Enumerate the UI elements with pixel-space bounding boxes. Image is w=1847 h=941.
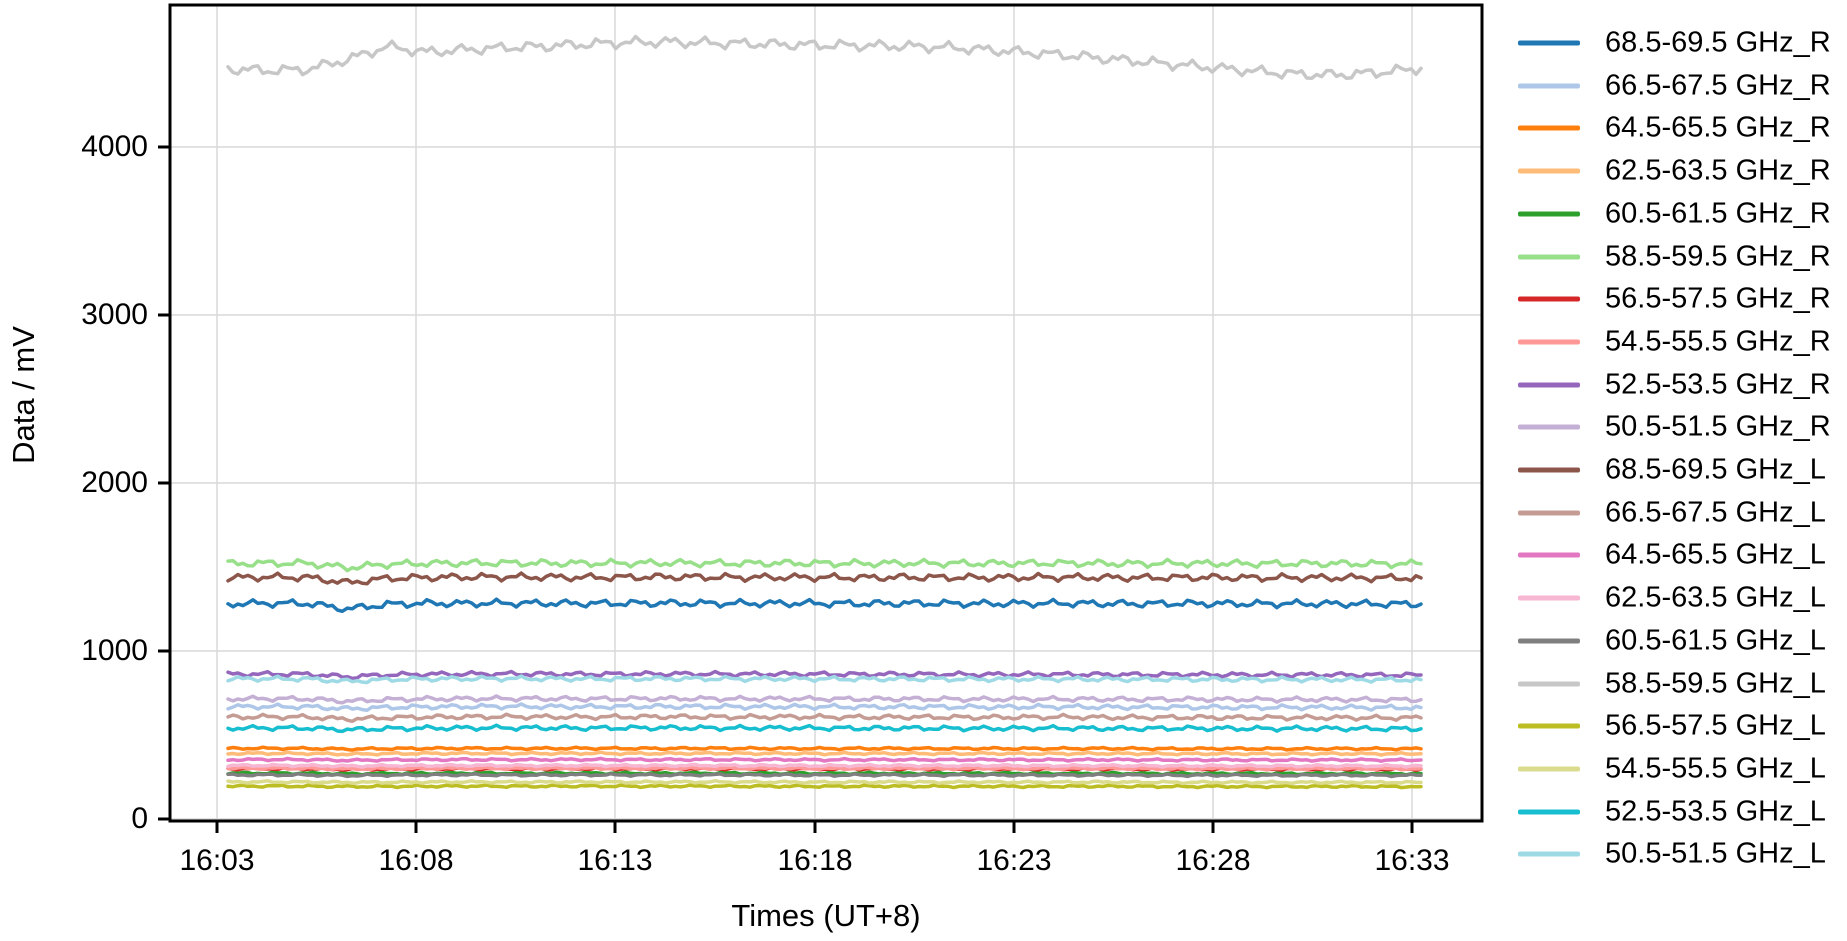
legend-line-swatch [1518,296,1580,302]
legend-item: 64.5-65.5 GHz_R [1518,112,1831,145]
legend-label: 60.5-61.5 GHz_R [1605,197,1831,230]
legend-item: 52.5-53.5 GHz_R [1518,368,1831,401]
series-line-64.5-65.5 GHz_R [226,745,1423,752]
legend-label: 50.5-51.5 GHz_R [1605,410,1831,443]
legend-item: 50.5-51.5 GHz_L [1518,838,1826,871]
legend-label: 54.5-55.5 GHz_R [1605,325,1831,358]
legend-item: 68.5-69.5 GHz_L [1518,454,1826,487]
legend-label: 58.5-59.5 GHz_R [1605,240,1831,272]
legend-line-swatch [1518,125,1580,131]
legend-item: 56.5-57.5 GHz_L [1518,710,1826,743]
series-line-62.5-63.5 GHz_L [226,762,1423,769]
legend-label: 56.5-57.5 GHz_R [1605,282,1831,315]
x-tick-label: 16:13 [577,844,653,877]
legend-label: 66.5-67.5 GHz_L [1605,496,1826,529]
legend-item: 60.5-61.5 GHz_R [1518,197,1831,230]
legend-label: 62.5-63.5 GHz_L [1605,581,1826,614]
legend-label: 66.5-67.5 GHz_R [1605,69,1831,102]
legend-label: 62.5-63.5 GHz_R [1605,154,1831,187]
series-line-66.5-67.5 GHz_L [226,712,1423,724]
legend-line-swatch [1518,552,1580,558]
legend-line-swatch [1518,510,1580,516]
legend-label: 68.5-69.5 GHz_R [1605,26,1831,59]
y-tick-label: 3000 [81,298,148,331]
x-tick-label: 16:23 [976,844,1052,877]
legend: 68.5-69.5 GHz_R 66.5-67.5 GHz_R 64.5-65.5 … [1518,0,1847,941]
series-line-50.5-51.5 GHz_L [226,674,1423,685]
x-tick-label: 16:03 [179,844,255,877]
y-tick-label: 1000 [81,634,148,667]
legend-item: 60.5-61.5 GHz_L [1518,624,1826,657]
x-tick-label: 16:28 [1175,844,1251,877]
legend-item: 56.5-57.5 GHz_R [1518,283,1831,316]
legend-line-swatch [1518,851,1580,857]
legend-item: 62.5-63.5 GHz_L [1518,582,1826,615]
legend-item: 54.5-55.5 GHz_R [1518,325,1831,358]
legend-line-swatch [1518,723,1580,729]
legend-label: 58.5-59.5 GHz_L [1605,667,1826,699]
legend-line-swatch [1518,467,1580,473]
legend-item: 50.5-51.5 GHz_R [1518,411,1831,444]
legend-line-swatch [1518,766,1580,772]
legend-item: 54.5-55.5 GHz_L [1518,752,1826,785]
legend-item: 66.5-67.5 GHz_R [1518,69,1831,102]
y-axis-label: Data / mV [6,326,41,464]
legend-item: 64.5-65.5 GHz_L [1518,539,1826,572]
series-line-62.5-63.5 GHz_R [226,750,1423,757]
legend-line-swatch [1518,40,1580,46]
legend-label: 64.5-65.5 GHz_L [1605,538,1826,571]
legend-label: 52.5-53.5 GHz_R [1605,368,1831,401]
legend-item: 52.5-53.5 GHz_L [1518,795,1826,828]
series-line-52.5-53.5 GHz_L [226,723,1423,734]
legend-item: 58.5-59.5 GHz_L [1518,667,1826,700]
y-tick-label: 0 [131,802,148,835]
legend-line-swatch [1518,424,1580,430]
series-line-64.5-65.5 GHz_L [226,756,1423,763]
legend-label: 52.5-53.5 GHz_L [1605,795,1826,828]
series-line-50.5-51.5 GHz_R [226,694,1423,705]
series-line-52.5-53.5 GHz_R [226,669,1423,681]
y-tick-label: 4000 [81,130,148,163]
series-line-56.5-57.5 GHz_L [226,783,1423,790]
legend-item: 68.5-69.5 GHz_R [1518,27,1831,60]
legend-item: 62.5-63.5 GHz_R [1518,155,1831,188]
legend-label: 60.5-61.5 GHz_L [1605,624,1826,657]
series-line-68.5-69.5 GHz_L [226,571,1423,586]
legend-line-swatch [1518,339,1580,345]
legend-item: 66.5-67.5 GHz_L [1518,496,1826,529]
legend-label: 50.5-51.5 GHz_L [1605,837,1826,870]
plot-border [168,3,1484,823]
legend-label: 68.5-69.5 GHz_L [1605,453,1826,486]
series-line-58.5-59.5 GHz_R [226,557,1423,573]
x-tick-label: 16:08 [378,844,454,877]
x-axis-label: Times (UT+8) [731,898,921,933]
legend-label: 56.5-57.5 GHz_L [1605,709,1826,742]
legend-line-swatch [1518,382,1580,388]
series-line-66.5-67.5 GHz_R [226,702,1423,712]
legend-line-swatch [1518,681,1580,686]
series-line-58.5-59.5 GHz_L [226,34,1423,81]
series-line-60.5-61.5 GHz_L [226,771,1423,779]
legend-line-swatch [1518,211,1580,217]
legend-line-swatch [1518,595,1580,601]
legend-item: 58.5-59.5 GHz_R [1518,240,1831,273]
y-tick-label: 2000 [81,466,148,499]
legend-line-swatch [1518,638,1580,644]
legend-label: 54.5-55.5 GHz_L [1605,752,1826,785]
series-line-54.5-55.5 GHz_R [226,765,1423,772]
legend-label: 64.5-65.5 GHz_R [1605,111,1831,144]
x-tick-label: 16:18 [777,844,853,877]
legend-line-swatch [1518,168,1580,174]
legend-line-swatch [1518,809,1580,815]
series-line-68.5-69.5 GHz_R [226,597,1423,614]
legend-line-swatch [1518,83,1580,89]
legend-line-swatch [1518,254,1580,259]
series-line-54.5-55.5 GHz_L [226,778,1423,786]
x-tick-label: 16:33 [1374,844,1450,877]
